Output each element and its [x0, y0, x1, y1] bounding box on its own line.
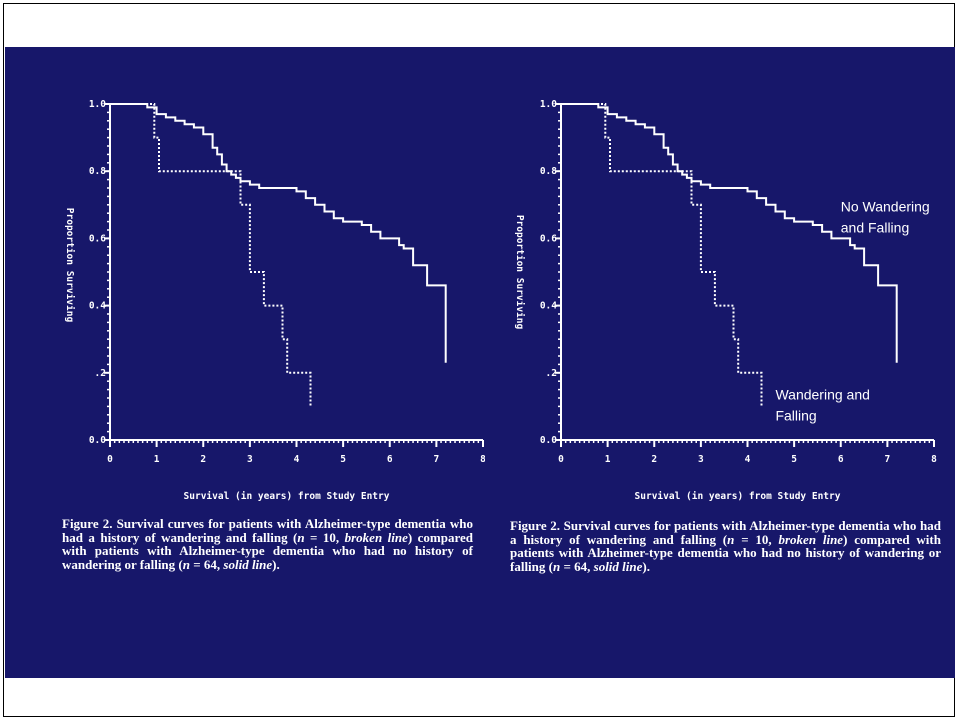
caption-n-symbol: n [552, 558, 561, 574]
caption-text: = 64, [560, 558, 594, 574]
x-tick-label: 8 [480, 454, 485, 465]
x-tick-label: 6 [387, 454, 393, 465]
y-tick-label: 1.0 [540, 99, 557, 110]
x-tick-label: 7 [434, 454, 440, 465]
y-tick-label: .2 [95, 368, 106, 379]
caption-label: Figure 2. [62, 516, 113, 531]
caption-text: = 10, [304, 529, 345, 545]
y-tick-label: 0.0 [89, 435, 106, 446]
caption-text: Survival curves for patients with Alzhei… [510, 518, 941, 547]
x-tick-label: 0 [558, 454, 564, 465]
annotation-line: Falling [775, 408, 816, 424]
caption-text: = 64, [189, 556, 224, 572]
y-tick-label: 0.6 [540, 233, 557, 244]
y-tick-label: 0.4 [540, 301, 557, 312]
survival-chart-right: 0 1 2 3 4 5 6 7 8 0.0 .2 0.4 0.6 0.8 1.0 Survival (in y… [514, 99, 937, 502]
caption-broken-line-term: broken line [344, 529, 408, 545]
figure-caption-right: Figure 2. Survival curves for patients w… [510, 519, 941, 573]
x-tick-label: 4 [745, 454, 751, 465]
caption-n-symbol: n [727, 531, 735, 547]
x-tick-label: 1 [154, 454, 160, 465]
annotation-line: Wandering and [775, 387, 869, 403]
x-tick-label: 2 [651, 454, 657, 465]
figure-caption-left: Figure 2. Survival curves for patients w… [62, 517, 473, 571]
figure-panel-left: 0 1 2 3 4 5 6 7 8 0.0 .2 0.4 0.6 0.8 1.0 Survival (in y… [5, 47, 485, 678]
survival-chart-left: 0 1 2 3 4 5 6 7 8 0.0 .2 0.4 0.6 0.8 1.0 Survival (in y… [64, 99, 485, 502]
caption-text: ) compared with patients with Alzheimer-… [62, 529, 473, 572]
caption-n-symbol: n [182, 556, 190, 572]
caption-text: Survival curves for patients with Alzhei… [62, 516, 473, 545]
solid-line-series [561, 103, 898, 363]
broken-line-series [561, 103, 763, 407]
y-tick-label: 0.8 [89, 166, 106, 177]
solid-line-series [110, 103, 447, 363]
y-axis-label: Proportion Surviving [514, 215, 525, 330]
broken-line-series [110, 103, 312, 407]
caption-n-symbol: n [297, 529, 305, 545]
x-tick-label: 3 [247, 454, 253, 465]
annotation-line: No Wandering [841, 199, 930, 215]
x-tick-label: 0 [107, 454, 113, 465]
x-tick-label: 7 [885, 454, 891, 465]
x-tick-label: 4 [294, 454, 300, 465]
y-axis-label: Proportion Surviving [64, 208, 75, 323]
caption-broken-line-term: broken line [778, 531, 844, 547]
annotation-line: and Falling [841, 220, 910, 236]
y-tick-label: .2 [546, 368, 557, 379]
x-tick-label: 5 [791, 454, 797, 465]
caption-solid-line-term: solid line [223, 556, 273, 572]
x-tick-label: 6 [838, 454, 844, 465]
y-tick-label: 0.0 [540, 435, 557, 446]
caption-text: ) compared with patients with Alzheimer-… [510, 531, 941, 574]
x-tick-label: 2 [200, 454, 206, 465]
x-tick-label: 1 [605, 454, 611, 465]
x-tick-label: 5 [340, 454, 346, 465]
caption-text: = 10, [734, 531, 779, 547]
y-tick-label: 0.6 [89, 233, 106, 244]
y-tick-label: 1.0 [89, 99, 106, 110]
caption-solid-line-term: solid line [593, 558, 643, 574]
slide: 0 1 2 3 4 5 6 7 8 0.0 .2 0.4 0.6 0.8 1.0 Survival (in y… [5, 47, 955, 678]
series-annotation: Wandering and Falling [775, 387, 869, 424]
caption-label: Figure 2. [510, 518, 560, 533]
caption-text: ). [272, 556, 280, 572]
y-tick-label: 0.4 [89, 301, 106, 312]
caption-text: ). [642, 558, 650, 574]
x-tick-label: 3 [698, 454, 704, 465]
x-axis-label: Survival (in years) from Study Entry [635, 491, 841, 502]
series-annotation: No Wandering and Falling [841, 199, 930, 236]
x-axis-label: Survival (in years) from Study Entry [184, 491, 390, 502]
x-tick-label: 8 [931, 454, 937, 465]
figure-panel-right: 0 1 2 3 4 5 6 7 8 0.0 .2 0.4 0.6 0.8 1.0 Survival (in y… [475, 47, 955, 678]
y-tick-label: 0.8 [540, 166, 557, 177]
